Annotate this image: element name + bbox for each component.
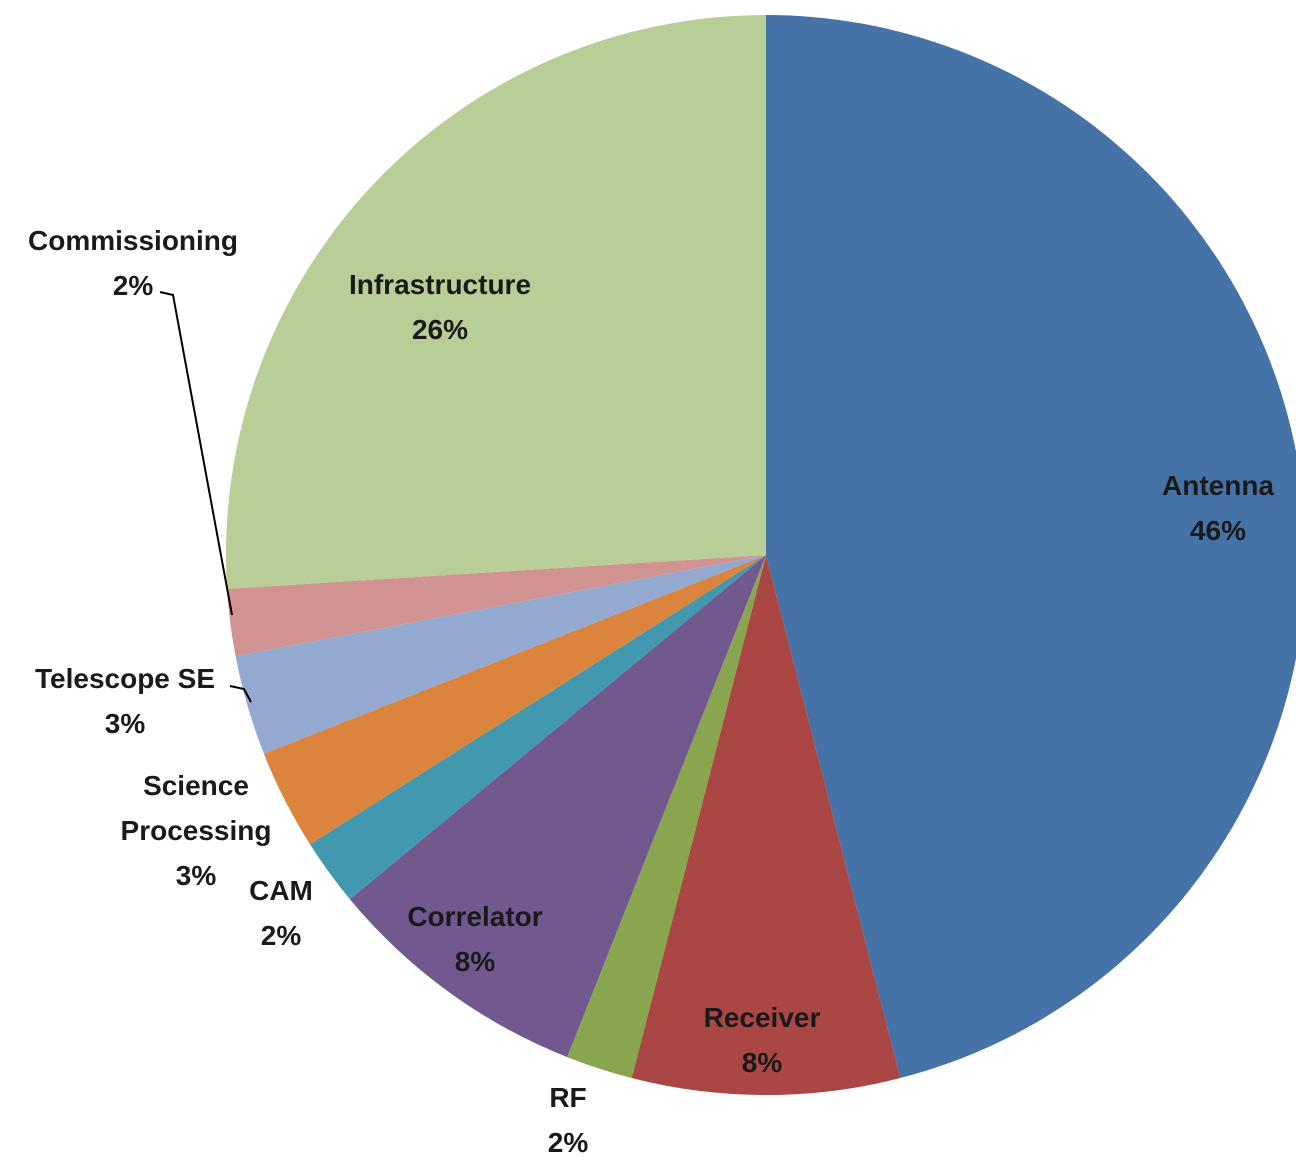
slice-name: Telescope SE bbox=[34, 663, 216, 694]
slice-label: Antenna 46% bbox=[1162, 463, 1274, 553]
slice-value: 2% bbox=[112, 270, 154, 301]
slice-name: CAM bbox=[249, 875, 313, 906]
slice-label: Science Processing 3% bbox=[101, 763, 291, 898]
slice-value: 2% bbox=[547, 1127, 589, 1158]
pie-slice bbox=[227, 555, 767, 657]
slice-label: Commissioning 2% bbox=[28, 218, 238, 308]
slice-value: 8% bbox=[741, 1047, 783, 1078]
slice-label: Correlator 8% bbox=[407, 894, 542, 984]
pie-slice bbox=[567, 555, 766, 1079]
pie-slice bbox=[235, 555, 766, 754]
pie-slice bbox=[631, 555, 901, 1096]
slice-name: Receiver bbox=[703, 1002, 821, 1033]
pie-slice bbox=[263, 555, 766, 845]
slice-name: Infrastructure bbox=[348, 269, 532, 300]
slice-value: 3% bbox=[175, 860, 217, 891]
leader-line bbox=[229, 685, 252, 703]
slice-value: 8% bbox=[454, 946, 496, 977]
leader-line bbox=[159, 291, 233, 616]
slice-name: Science Processing bbox=[120, 770, 272, 846]
slice-label: Infrastructure 26% bbox=[349, 262, 531, 352]
slice-label: CAM 2% bbox=[249, 868, 313, 958]
slice-value: 3% bbox=[104, 708, 146, 739]
pie-slice bbox=[310, 555, 766, 900]
slice-label: RF 2% bbox=[548, 1075, 588, 1165]
slice-value: 26% bbox=[411, 314, 469, 345]
slice-label: Receiver 8% bbox=[704, 995, 821, 1085]
slice-name: Antenna bbox=[1162, 470, 1274, 501]
pie-slice bbox=[226, 15, 766, 589]
slice-name: RF bbox=[549, 1082, 587, 1113]
slice-name: Commissioning bbox=[27, 225, 239, 256]
slice-name: Correlator bbox=[407, 901, 543, 932]
slice-value: 46% bbox=[1189, 515, 1247, 546]
pie-slice bbox=[766, 15, 1296, 1079]
slice-label: Telescope SE 3% bbox=[35, 656, 215, 746]
pie-slice bbox=[349, 555, 766, 1058]
slice-value: 2% bbox=[260, 920, 302, 951]
